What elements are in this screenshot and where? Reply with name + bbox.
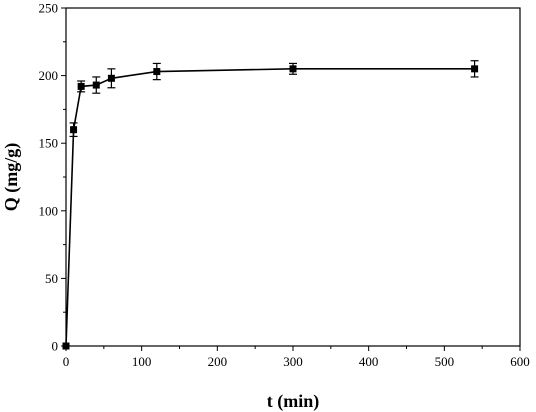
x-tick-label: 500 (435, 354, 455, 369)
series-line (65, 68, 475, 347)
data-point-marker (92, 81, 100, 89)
data-point-marker (471, 65, 479, 73)
data-point-marker (70, 126, 78, 134)
data-point-marker (289, 65, 297, 73)
data-point-marker (107, 74, 115, 82)
y-tick-label: 200 (39, 68, 59, 83)
error-bars (69, 60, 479, 138)
x-tick-label: 200 (208, 354, 228, 369)
y-axis-title: Q (mg/g) (1, 143, 22, 211)
y-tick-label: 250 (39, 1, 59, 16)
plot-frame (65, 7, 521, 347)
x-tick-label: 100 (132, 354, 152, 369)
data-point-marker (153, 68, 161, 76)
x-axis-title: t (min) (267, 391, 320, 412)
x-tick-label: 0 (63, 354, 70, 369)
x-axis-ticks: 0 100 200 300 400 500 600 (63, 346, 530, 369)
data-markers (62, 65, 479, 350)
y-tick-label: 150 (39, 136, 59, 151)
y-tick-label: 100 (39, 203, 59, 218)
y-tick-label: 50 (45, 271, 58, 286)
y-tick-label: 0 (52, 339, 59, 354)
x-tick-label: 300 (283, 354, 303, 369)
data-point-marker (77, 82, 85, 90)
x-tick-label: 600 (510, 354, 530, 369)
x-tick-label: 400 (359, 354, 379, 369)
data-point-marker (62, 342, 70, 350)
y-axis-ticks: 0 50 100 150 200 250 (39, 1, 66, 354)
